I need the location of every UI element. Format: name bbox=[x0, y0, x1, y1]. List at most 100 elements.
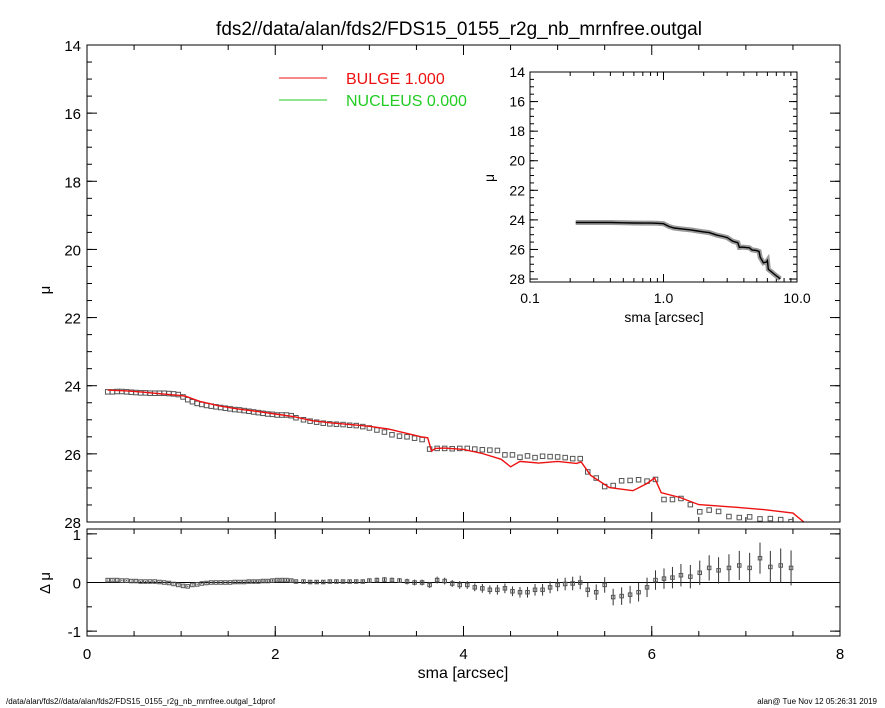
chart-title: fds2//data/alan/fds2/FDS15_0155_r2g_nb_m… bbox=[216, 19, 702, 40]
data-point bbox=[547, 453, 553, 460]
inset-ytick-label: 24 bbox=[509, 212, 525, 228]
resid-point bbox=[688, 574, 693, 579]
inset-background bbox=[530, 72, 797, 282]
resid-point bbox=[204, 580, 209, 586]
data-point bbox=[687, 501, 694, 508]
resid-point bbox=[427, 582, 432, 588]
resid-point bbox=[157, 579, 162, 585]
resid-point bbox=[619, 593, 624, 599]
resid-point bbox=[334, 579, 339, 584]
inset-ytick-label: 14 bbox=[509, 64, 525, 80]
resid-point bbox=[502, 586, 508, 591]
resid-point bbox=[610, 594, 616, 600]
resid-point bbox=[251, 579, 256, 584]
resid-point bbox=[301, 579, 306, 584]
resid-point bbox=[166, 580, 172, 586]
inset-ytick-label: 20 bbox=[509, 153, 525, 169]
data-point bbox=[618, 478, 625, 484]
legend-label: BULGE 1.000 bbox=[346, 71, 445, 88]
data-point bbox=[697, 509, 703, 515]
inset-ytick-label: 26 bbox=[509, 241, 525, 257]
inset-ylabel: μ bbox=[481, 174, 497, 182]
bulge-model bbox=[107, 389, 805, 522]
data-point bbox=[327, 421, 333, 427]
main-ytick-label: 14 bbox=[64, 38, 81, 55]
resid-point bbox=[716, 568, 721, 573]
resid-point bbox=[636, 589, 641, 595]
resid-point bbox=[465, 582, 470, 588]
data-point bbox=[661, 496, 667, 503]
resid-point bbox=[190, 582, 195, 588]
inset-xtick-label: 1.0 bbox=[654, 290, 674, 306]
main-ylabel: μ bbox=[37, 286, 54, 295]
data-point bbox=[577, 455, 583, 462]
resid-xtick-label: 6 bbox=[648, 646, 656, 663]
footer-timestamp: alan@ Tue Nov 12 05:26:31 2019 bbox=[757, 697, 877, 706]
resid-point bbox=[119, 578, 125, 583]
resid-point bbox=[495, 587, 500, 593]
resid-point bbox=[449, 581, 455, 586]
data-point bbox=[746, 514, 753, 520]
resid-point bbox=[147, 579, 153, 584]
resid-point bbox=[194, 582, 200, 587]
inset-ytick-label: 22 bbox=[509, 182, 525, 198]
inset-xlabel: sma [arcsec] bbox=[624, 309, 703, 325]
resid-point bbox=[726, 565, 732, 571]
inset-panel: 14 16 18 20 22 24 26 28 0.1 1.0 10.0 sma [arcsec] μ bbox=[481, 64, 811, 325]
footer-filepath: /data/alan/fds2//data/alan/fds2/FDS15_01… bbox=[6, 697, 276, 706]
data-point bbox=[584, 469, 591, 475]
data-point bbox=[715, 508, 722, 515]
resid-point bbox=[138, 579, 143, 584]
resid-point bbox=[293, 579, 299, 584]
resid-point bbox=[697, 570, 703, 576]
resid-point bbox=[340, 579, 346, 584]
resid-point bbox=[525, 589, 530, 595]
data-point bbox=[627, 477, 633, 484]
resid-xtick-label: 0 bbox=[83, 646, 91, 663]
resid-point bbox=[124, 578, 129, 583]
resid-point bbox=[412, 580, 417, 585]
data-point bbox=[396, 433, 403, 439]
resid-point bbox=[360, 579, 366, 584]
inset-profile-line bbox=[575, 221, 781, 280]
resid-point bbox=[678, 572, 684, 578]
resid-point bbox=[289, 578, 294, 583]
data-point bbox=[517, 454, 523, 461]
resid-point bbox=[434, 577, 440, 583]
resid-point bbox=[644, 585, 650, 590]
data-point bbox=[635, 477, 642, 483]
resid-point bbox=[260, 578, 266, 584]
resid-point bbox=[532, 587, 538, 593]
resid-point bbox=[180, 583, 186, 589]
resid-point bbox=[143, 579, 148, 584]
data-point bbox=[669, 496, 676, 503]
resid-point bbox=[110, 577, 115, 583]
resid-xtick-label: 8 bbox=[836, 646, 844, 663]
resid-point bbox=[442, 578, 447, 584]
resid-ytick-label: -1 bbox=[68, 624, 81, 641]
legend-label: NUCLEUS 0.000 bbox=[346, 93, 467, 110]
resid-point bbox=[540, 587, 545, 593]
inset-xtick-label: 0.1 bbox=[520, 290, 540, 306]
inset-ytick-label: 28 bbox=[509, 271, 525, 287]
resid-point bbox=[256, 579, 261, 584]
resid-point bbox=[232, 579, 238, 585]
resid-point bbox=[176, 582, 181, 588]
resid-point bbox=[270, 578, 275, 583]
main-axes-frame bbox=[86, 44, 841, 523]
resid-point bbox=[314, 579, 319, 585]
resid-point bbox=[487, 587, 493, 593]
resid-point bbox=[788, 565, 794, 571]
resid-point bbox=[237, 579, 242, 585]
resid-point bbox=[547, 585, 553, 590]
inset-ytick-label: 16 bbox=[509, 94, 525, 110]
data-point bbox=[767, 515, 774, 522]
main-ytick-label: 18 bbox=[64, 174, 81, 191]
resid-point bbox=[171, 581, 176, 587]
resid-point bbox=[670, 575, 675, 580]
resid-point bbox=[218, 580, 223, 585]
resid-point bbox=[327, 579, 333, 584]
resid-point bbox=[757, 555, 763, 561]
